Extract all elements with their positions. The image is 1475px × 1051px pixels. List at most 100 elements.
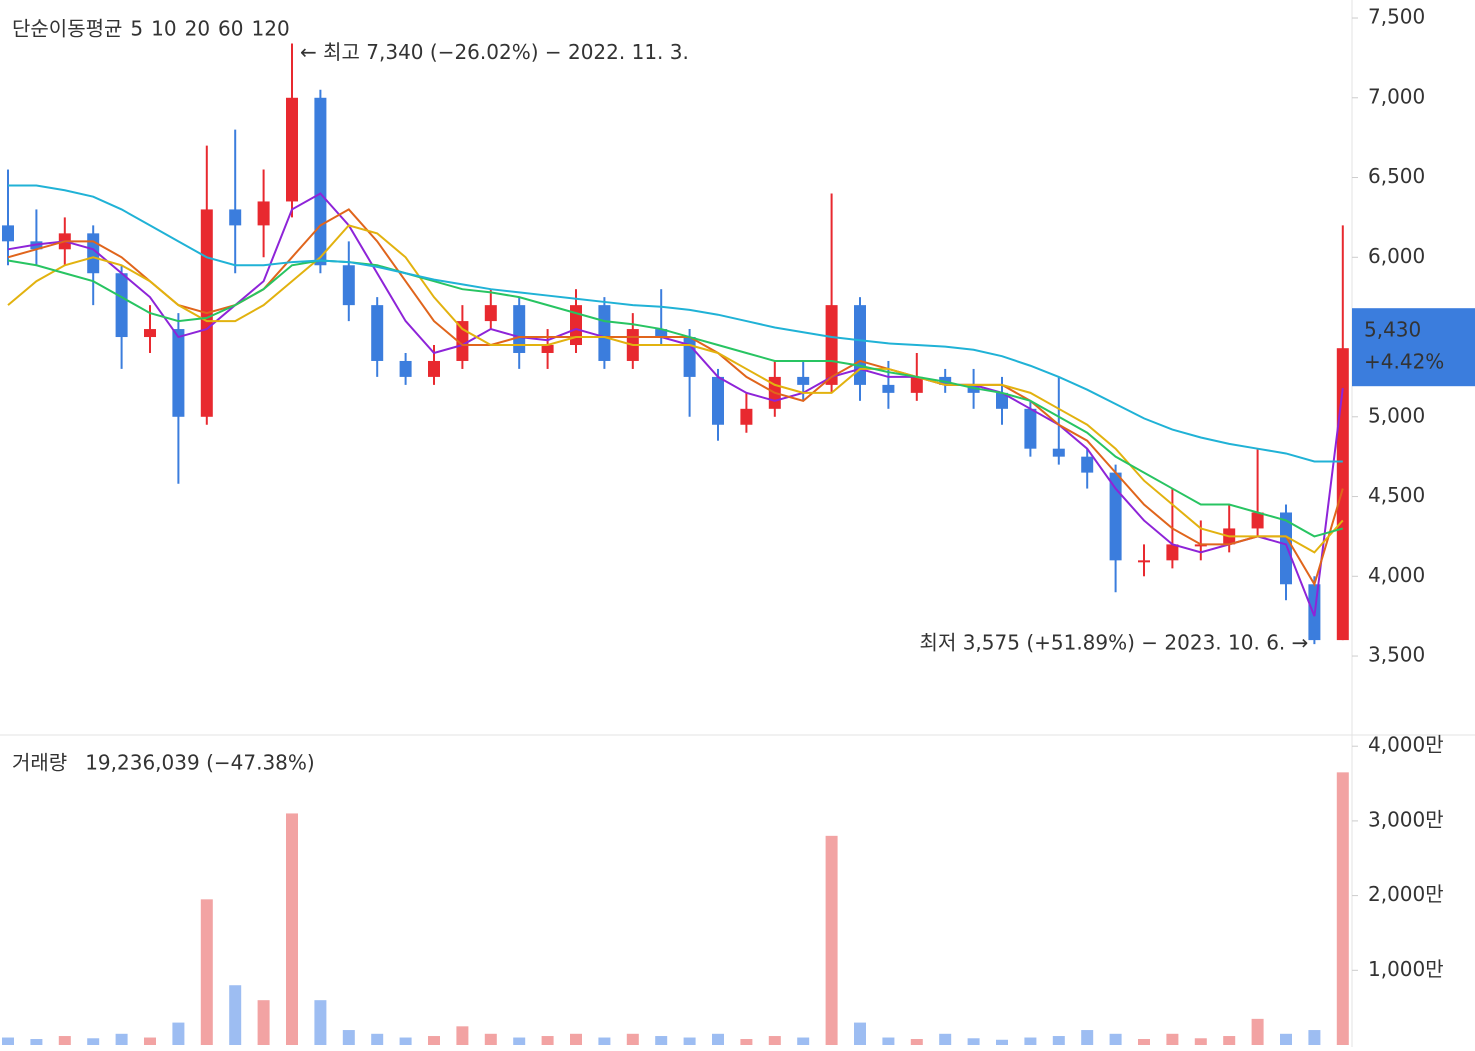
volume-bar (144, 1037, 156, 1045)
volume-bar (683, 1037, 696, 1045)
candle-body (2, 225, 14, 242)
volume-bar (30, 1039, 43, 1045)
last-change: +4.42% (1364, 350, 1444, 374)
candle-body (882, 384, 895, 393)
candle-body (797, 376, 810, 385)
legend-entry: 20 (185, 17, 210, 41)
candle-body (910, 376, 923, 393)
candle-body (286, 97, 298, 202)
volume-bar (1223, 1036, 1236, 1045)
volume-title: 거래량 (12, 751, 67, 775)
volume-bar (229, 985, 242, 1045)
candle-body (1280, 512, 1292, 585)
candle-body (541, 345, 554, 353)
volume-bar (58, 1036, 71, 1045)
volume-bar (996, 1039, 1008, 1045)
volume-bar (1166, 1033, 1179, 1045)
annotation-low: 최저 3,575 (+51.89%) − 2023. 10. 6. → (920, 631, 1309, 655)
volume-bar (882, 1037, 895, 1045)
volume-bar (740, 1039, 753, 1045)
volume-bar (1308, 1030, 1321, 1045)
volume-bar (286, 813, 298, 1045)
volume-bar (115, 1033, 128, 1045)
candle-body (570, 305, 582, 346)
candle-body (740, 408, 753, 425)
ma-line (7, 259, 1344, 538)
y-tick-label: 7,500 (1368, 5, 1425, 29)
volume-bar (2, 1037, 14, 1045)
candle-body (1081, 456, 1094, 473)
ma-line (7, 192, 1344, 617)
volume-bar (484, 1033, 497, 1045)
legend-title: 단순이동평균 (12, 17, 122, 41)
volume-bar (1138, 1039, 1150, 1045)
y-tick-label: 5,000 (1368, 403, 1425, 427)
annotation-high: ← 최고 7,340 (−26.02%) − 2022. 11. 3. (300, 40, 689, 64)
volume-bar (854, 1022, 866, 1045)
candle-body (712, 376, 724, 425)
candle-body (144, 329, 156, 338)
volume-bar (570, 1033, 582, 1045)
volume-bar (825, 835, 838, 1045)
candle-body (1251, 512, 1264, 529)
candle-body (598, 305, 611, 361)
last-price: 5,430 (1364, 318, 1421, 342)
volume-bar (1336, 772, 1349, 1045)
legend-entry: 5 (130, 17, 143, 41)
y-tick-label: 3,500 (1368, 643, 1425, 667)
candle-body (655, 329, 668, 338)
volume-bar (172, 1022, 185, 1045)
volume-bar (513, 1037, 526, 1045)
volume-bar (456, 1026, 469, 1045)
y-tick-label: 4,500 (1368, 483, 1425, 507)
candle-body (399, 360, 412, 377)
volume-bar (428, 1036, 440, 1045)
y-tick-label: 6,000 (1368, 244, 1425, 268)
candle-body (314, 97, 327, 266)
candle-body (371, 305, 384, 361)
y-tick-label: 3,000만 (1368, 807, 1444, 831)
candle-body (1109, 472, 1122, 561)
volume-bar (626, 1033, 639, 1045)
volume-bar (1081, 1030, 1094, 1045)
volume-bar (342, 1030, 355, 1045)
candle-body (513, 305, 526, 353)
volume-bar (314, 1000, 327, 1045)
volume-bar (797, 1037, 810, 1045)
volume-bar (1052, 1036, 1065, 1045)
volume-bar (1024, 1037, 1037, 1045)
volume-bar (1251, 1018, 1264, 1045)
candle-body (342, 265, 355, 306)
legend-entry: 10 (151, 17, 176, 41)
volume-bar (967, 1038, 980, 1045)
y-tick-label: 4,000 (1368, 563, 1425, 587)
volume-bar (712, 1033, 724, 1045)
y-tick-label: 7,000 (1368, 84, 1425, 108)
ma-line (7, 224, 1344, 554)
volume-bar (200, 899, 213, 1045)
y-tick-label: 1,000만 (1368, 957, 1444, 981)
volume-bar (655, 1036, 668, 1045)
candle-body (257, 201, 270, 226)
volume-bar (768, 1036, 781, 1045)
candle-body (172, 329, 185, 417)
ma-line (8, 184, 1343, 463)
volume-bar (1280, 1033, 1292, 1045)
candle-body (1052, 448, 1065, 457)
candle-body (428, 360, 440, 377)
volume-bar (541, 1036, 554, 1045)
volume-bar (87, 1038, 100, 1045)
y-tick-label: 2,000만 (1368, 882, 1444, 906)
legend-entry: 120 (252, 17, 290, 41)
legend-entry: 60 (218, 17, 243, 41)
volume-bar (257, 1000, 270, 1045)
candle-body (1024, 408, 1037, 449)
volume-bar (1194, 1038, 1207, 1045)
volume-bar (939, 1033, 952, 1045)
volume-subtitle: 19,236,039 (−47.38%) (85, 751, 315, 775)
candle-body (996, 392, 1008, 409)
candle-body (1138, 560, 1150, 563)
candle-body (1336, 348, 1349, 641)
y-tick-label: 6,500 (1368, 164, 1425, 188)
